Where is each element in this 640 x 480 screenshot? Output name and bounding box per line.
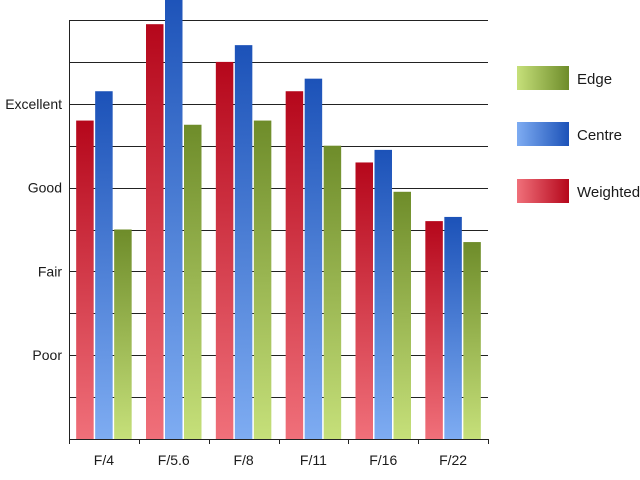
bar-weighted-f-22 (425, 221, 443, 439)
legend-swatch-edge (517, 66, 569, 90)
bar-edge-f-22 (463, 242, 481, 439)
legend-swatch-centre (517, 122, 569, 146)
y-tick-label-fair: Fair (38, 263, 62, 279)
x-tick-label-f-11: F/11 (300, 452, 327, 468)
legend-label-edge: Edge (577, 71, 612, 88)
bar-centre-f-11 (304, 78, 323, 439)
bar-weighted-f-8 (215, 61, 234, 440)
bar-edge-f-8 (253, 120, 272, 439)
x-tick-label-f-5-6: F/5.6 (158, 452, 190, 468)
bar-edge-f-16 (393, 191, 411, 439)
legend-item-weighted: Weighted (517, 179, 640, 203)
legend-swatch-weighted (517, 179, 569, 203)
y-tick-label-excellent: Excellent (5, 96, 62, 112)
axes (69, 20, 489, 444)
grid-lines (69, 20, 488, 398)
x-tick-label-f-16: F/16 (369, 452, 397, 468)
bar-centre-f-8 (234, 45, 253, 439)
bar-centre-f-22 (444, 216, 462, 439)
legend-label-weighted: Weighted (577, 184, 640, 201)
bar-weighted-f-5-6 (146, 24, 164, 439)
x-tick-label-f-22: F/22 (439, 452, 467, 468)
bars (76, 0, 481, 440)
y-tick-label-good: Good (28, 180, 62, 196)
x-tick-label-f-8: F/8 (233, 452, 253, 468)
x-tick-label-f-4: F/4 (94, 452, 114, 468)
bar-edge-f-4 (114, 229, 132, 439)
bar-weighted-f-4 (76, 120, 94, 439)
legend: Edge Centre Weighted (517, 66, 640, 203)
bar-centre-f-5-6 (165, 0, 183, 439)
bar-centre-f-16 (374, 149, 392, 439)
y-tick-label-poor: Poor (32, 347, 62, 363)
bar-edge-f-11 (323, 145, 342, 439)
bar-edge-f-5-6 (184, 124, 202, 439)
legend-label-centre: Centre (577, 127, 622, 144)
legend-item-edge: Edge (517, 66, 612, 90)
bar-centre-f-4 (95, 91, 113, 439)
legend-item-centre: Centre (517, 122, 622, 146)
bar-weighted-f-11 (285, 91, 304, 439)
tick-labels: Poor Fair Good Excellent F/4 F/5.6 F/8 F/11 F/16… (5, 96, 467, 468)
bar-weighted-f-16 (355, 162, 373, 439)
